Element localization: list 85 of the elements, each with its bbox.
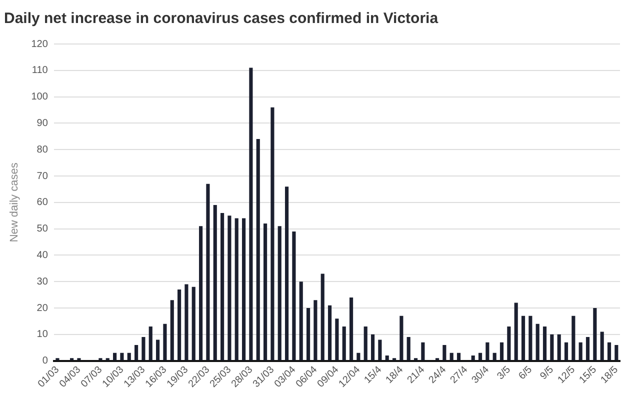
bar xyxy=(278,226,282,360)
y-tick-label: 110 xyxy=(32,65,48,76)
bar xyxy=(421,342,425,360)
bar xyxy=(256,139,260,360)
bar xyxy=(228,216,232,360)
bar xyxy=(335,318,339,360)
bar xyxy=(514,302,518,360)
bar xyxy=(263,224,268,360)
bar xyxy=(578,342,582,360)
bar xyxy=(364,326,368,360)
bar xyxy=(370,334,375,360)
bar xyxy=(349,297,354,360)
bar xyxy=(593,308,597,360)
y-tick-label: 0 xyxy=(42,356,48,367)
bar xyxy=(400,316,404,360)
y-tick-label: 60 xyxy=(36,197,48,208)
bar xyxy=(564,342,568,360)
bar xyxy=(542,326,547,360)
bar xyxy=(406,337,410,360)
bar xyxy=(148,326,152,360)
bar xyxy=(572,316,576,360)
bar xyxy=(586,337,590,360)
y-tick-label: 40 xyxy=(36,250,48,261)
bar xyxy=(356,352,360,360)
y-tick-label: 70 xyxy=(36,170,48,182)
bar xyxy=(607,342,612,360)
bar xyxy=(378,340,382,360)
bar xyxy=(342,326,346,360)
bar xyxy=(536,324,540,360)
bar xyxy=(492,352,496,360)
bar xyxy=(442,344,446,360)
bar xyxy=(500,342,504,360)
bar xyxy=(192,286,196,360)
bar xyxy=(234,218,238,360)
y-tick-label: 80 xyxy=(36,144,48,156)
bar xyxy=(600,332,604,360)
y-tick-label: 10 xyxy=(36,329,48,340)
bar xyxy=(528,316,532,360)
bar xyxy=(550,334,554,360)
x-tick-label: 9/5 xyxy=(538,364,556,382)
y-tick-label: 90 xyxy=(36,118,48,129)
bar xyxy=(127,352,131,360)
x-tick-label: 6/5 xyxy=(516,364,535,382)
bar xyxy=(456,352,461,360)
bar xyxy=(220,212,224,360)
bar xyxy=(521,316,526,360)
bar xyxy=(557,334,561,360)
bar xyxy=(320,274,324,360)
bar xyxy=(284,186,289,360)
bar xyxy=(614,344,618,360)
bar xyxy=(299,282,303,360)
bar xyxy=(385,356,389,360)
y-tick-label: 120 xyxy=(31,38,48,50)
bar xyxy=(206,184,210,360)
x-tick-label: 3/5 xyxy=(495,364,514,382)
bar xyxy=(170,300,174,360)
bar xyxy=(178,290,182,360)
y-axis-title: New daily cases xyxy=(8,162,21,242)
y-tick-label: 100 xyxy=(31,92,48,103)
bar xyxy=(328,305,332,360)
bar xyxy=(486,342,490,360)
y-tick-label: 20 xyxy=(36,302,48,314)
bar xyxy=(184,284,188,360)
bar xyxy=(249,68,253,360)
bar xyxy=(163,324,167,360)
bar xyxy=(478,352,482,360)
x-tick-label: 30/4 xyxy=(470,364,492,386)
y-tick-label: 50 xyxy=(36,224,48,235)
chart-title: Daily net increase in coronavirus cases confirmed in Victoria xyxy=(4,10,439,28)
bar xyxy=(292,231,296,360)
bar xyxy=(314,300,318,360)
bar xyxy=(198,226,203,360)
bar xyxy=(134,344,138,360)
bar xyxy=(242,218,246,360)
bar xyxy=(507,326,511,360)
bar xyxy=(471,356,475,360)
bar xyxy=(142,337,146,360)
bar xyxy=(113,352,117,360)
y-tick-label: 30 xyxy=(36,276,48,288)
bar xyxy=(213,205,217,360)
bar xyxy=(120,352,124,360)
bar xyxy=(156,340,160,360)
bar xyxy=(306,308,310,360)
bar xyxy=(450,352,454,360)
bar xyxy=(270,107,274,360)
